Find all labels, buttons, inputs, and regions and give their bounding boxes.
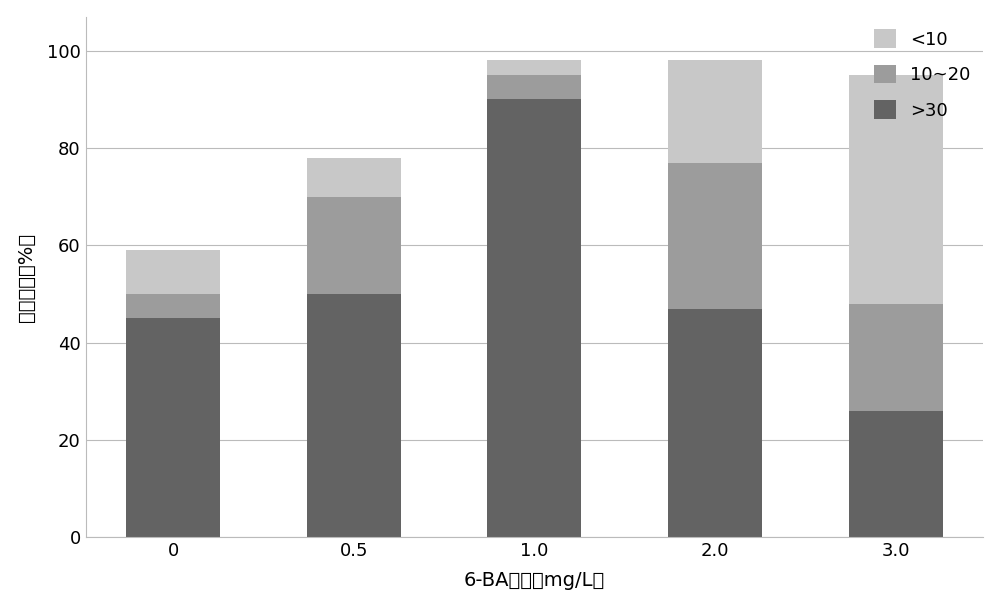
Bar (668, 61, 762, 163)
Bar (487, 75, 581, 100)
Bar (126, 250, 220, 294)
Bar (668, 163, 762, 308)
Bar (307, 294, 401, 537)
Y-axis label: 产生比率（%）: 产生比率（%） (17, 232, 36, 322)
Bar (487, 100, 581, 537)
Bar (668, 308, 762, 537)
Legend: <10, 10~20, >30: <10, 10~20, >30 (867, 22, 978, 127)
Bar (307, 158, 401, 197)
Bar (849, 411, 943, 537)
X-axis label: 6-BA浓度（mg/L）: 6-BA浓度（mg/L） (464, 571, 605, 591)
Bar (849, 304, 943, 411)
Bar (849, 75, 943, 304)
Bar (126, 319, 220, 537)
Bar (126, 294, 220, 319)
Bar (307, 197, 401, 294)
Bar (487, 61, 581, 75)
